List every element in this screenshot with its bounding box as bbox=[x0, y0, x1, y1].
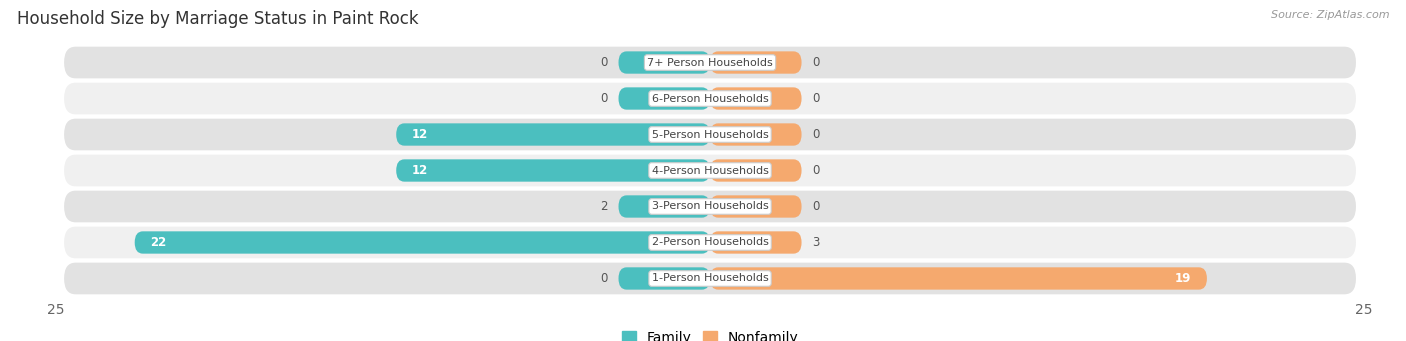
Text: 5-Person Households: 5-Person Households bbox=[651, 130, 769, 139]
Text: 0: 0 bbox=[600, 56, 607, 69]
Text: 7+ Person Households: 7+ Person Households bbox=[647, 58, 773, 68]
Text: 0: 0 bbox=[600, 272, 607, 285]
FancyBboxPatch shape bbox=[65, 47, 1355, 78]
Text: 12: 12 bbox=[412, 128, 429, 141]
Text: 0: 0 bbox=[813, 128, 820, 141]
FancyBboxPatch shape bbox=[710, 231, 801, 254]
Text: 3: 3 bbox=[813, 236, 820, 249]
FancyBboxPatch shape bbox=[65, 263, 1355, 294]
FancyBboxPatch shape bbox=[619, 195, 710, 218]
Text: Household Size by Marriage Status in Paint Rock: Household Size by Marriage Status in Pai… bbox=[17, 10, 419, 28]
FancyBboxPatch shape bbox=[65, 155, 1355, 186]
Text: 22: 22 bbox=[150, 236, 167, 249]
FancyBboxPatch shape bbox=[619, 51, 710, 74]
FancyBboxPatch shape bbox=[619, 87, 710, 110]
FancyBboxPatch shape bbox=[710, 195, 801, 218]
Text: 0: 0 bbox=[813, 92, 820, 105]
FancyBboxPatch shape bbox=[135, 231, 710, 254]
FancyBboxPatch shape bbox=[710, 87, 801, 110]
FancyBboxPatch shape bbox=[619, 267, 710, 290]
Text: 0: 0 bbox=[600, 92, 607, 105]
Text: 2-Person Households: 2-Person Households bbox=[651, 237, 769, 248]
Text: 6-Person Households: 6-Person Households bbox=[651, 93, 769, 104]
Legend: Family, Nonfamily: Family, Nonfamily bbox=[616, 325, 804, 341]
Text: Source: ZipAtlas.com: Source: ZipAtlas.com bbox=[1271, 10, 1389, 20]
Text: 0: 0 bbox=[813, 164, 820, 177]
Text: 0: 0 bbox=[813, 56, 820, 69]
Text: 4-Person Households: 4-Person Households bbox=[651, 165, 769, 176]
Text: 3-Person Households: 3-Person Households bbox=[651, 202, 769, 211]
FancyBboxPatch shape bbox=[65, 119, 1355, 150]
FancyBboxPatch shape bbox=[710, 267, 1206, 290]
Text: 2: 2 bbox=[600, 200, 607, 213]
FancyBboxPatch shape bbox=[710, 51, 801, 74]
FancyBboxPatch shape bbox=[396, 159, 710, 182]
FancyBboxPatch shape bbox=[710, 159, 801, 182]
FancyBboxPatch shape bbox=[396, 123, 710, 146]
Text: 0: 0 bbox=[813, 200, 820, 213]
FancyBboxPatch shape bbox=[65, 83, 1355, 114]
FancyBboxPatch shape bbox=[710, 123, 801, 146]
Text: 12: 12 bbox=[412, 164, 429, 177]
FancyBboxPatch shape bbox=[65, 191, 1355, 222]
FancyBboxPatch shape bbox=[65, 227, 1355, 258]
Text: 19: 19 bbox=[1175, 272, 1191, 285]
Text: 1-Person Households: 1-Person Households bbox=[651, 273, 769, 283]
